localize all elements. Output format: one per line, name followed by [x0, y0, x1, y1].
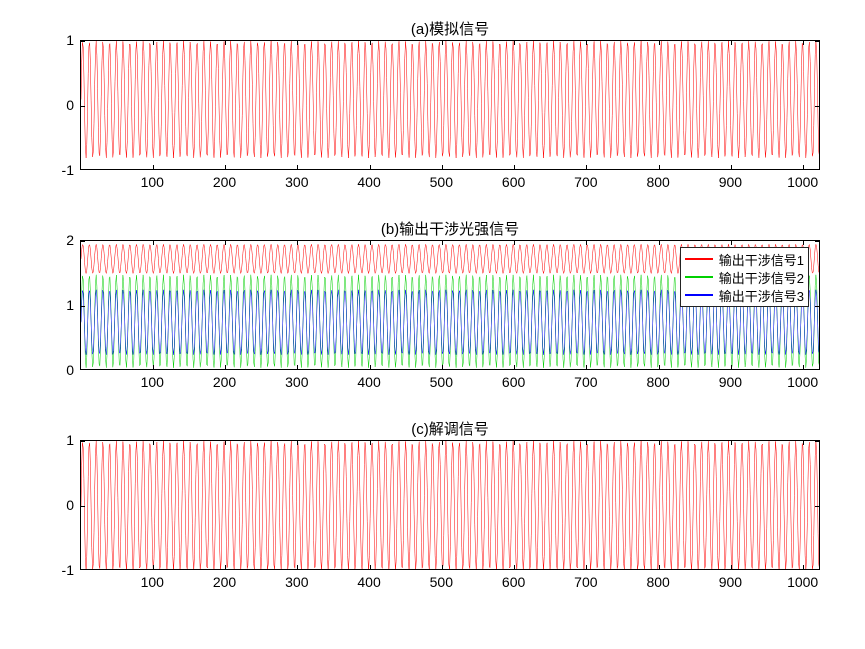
xtick-label: 800	[646, 374, 669, 390]
xtick-label: 400	[357, 374, 380, 390]
xtick-label: 200	[213, 574, 236, 590]
xtick-label: 100	[141, 574, 164, 590]
xtick-label: 500	[430, 574, 453, 590]
ytick-label: 0	[66, 97, 74, 113]
xtick-label: 1000	[787, 174, 818, 190]
legend-label: 输出干涉信号3	[719, 286, 804, 305]
xtick-label: 700	[574, 374, 597, 390]
legend-swatch	[685, 276, 713, 278]
series-demod-signal	[81, 441, 820, 570]
ytick-label: 2	[66, 232, 74, 248]
signal-svg-a	[81, 41, 820, 170]
legend-item: 输出干涉信号1	[685, 250, 804, 268]
legend-item: 输出干涉信号3	[685, 286, 804, 304]
series-analog-signal	[81, 41, 820, 158]
legend-swatch	[685, 258, 713, 260]
ytick-label: 0	[66, 497, 74, 513]
ytick-label: 1	[66, 297, 74, 313]
ytick-label: 1	[66, 432, 74, 448]
xtick-label: 300	[285, 374, 308, 390]
subplot-c: (c)解调信号-10110020030040050060070080090010…	[80, 440, 820, 570]
legend-label: 输出干涉信号2	[719, 268, 804, 287]
legend-swatch	[685, 294, 713, 296]
subplot-a-title: (a)模拟信号	[80, 18, 820, 39]
xtick-label: 900	[719, 174, 742, 190]
xtick-label: 900	[719, 574, 742, 590]
xtick-label: 600	[502, 374, 525, 390]
axes-box-b: 输出干涉信号1输出干涉信号2输出干涉信号3	[80, 240, 820, 370]
figure-container: (a)模拟信号-10110020030040050060070080090010…	[0, 0, 865, 649]
axes-box-a	[80, 40, 820, 170]
subplot-b: (b)输出干涉光强信号输出干涉信号1输出干涉信号2输出干涉信号301210020…	[80, 240, 820, 370]
legend-b: 输出干涉信号1输出干涉信号2输出干涉信号3	[680, 247, 809, 307]
xtick-label: 1000	[787, 574, 818, 590]
xtick-label: 400	[357, 174, 380, 190]
subplot-c-title: (c)解调信号	[80, 418, 820, 439]
xtick-label: 900	[719, 374, 742, 390]
xtick-label: 400	[357, 574, 380, 590]
ytick-label: 0	[66, 362, 74, 378]
xtick-label: 1000	[787, 374, 818, 390]
signal-svg-c	[81, 441, 820, 570]
xtick-label: 500	[430, 374, 453, 390]
legend-item: 输出干涉信号2	[685, 268, 804, 286]
xtick-label: 100	[141, 174, 164, 190]
subplot-b-title: (b)输出干涉光强信号	[80, 218, 820, 239]
axes-box-c	[80, 440, 820, 570]
xtick-label: 300	[285, 574, 308, 590]
xtick-label: 300	[285, 174, 308, 190]
xtick-label: 700	[574, 174, 597, 190]
xtick-label: 600	[502, 574, 525, 590]
legend-label: 输出干涉信号1	[719, 250, 804, 269]
xtick-label: 800	[646, 574, 669, 590]
ytick-label: -1	[62, 562, 74, 578]
xtick-label: 600	[502, 174, 525, 190]
ytick-label: 1	[66, 32, 74, 48]
ytick-label: -1	[62, 162, 74, 178]
xtick-label: 500	[430, 174, 453, 190]
xtick-label: 700	[574, 574, 597, 590]
xtick-label: 200	[213, 174, 236, 190]
xtick-label: 200	[213, 374, 236, 390]
subplot-a: (a)模拟信号-10110020030040050060070080090010…	[80, 40, 820, 170]
xtick-label: 100	[141, 374, 164, 390]
xtick-label: 800	[646, 174, 669, 190]
